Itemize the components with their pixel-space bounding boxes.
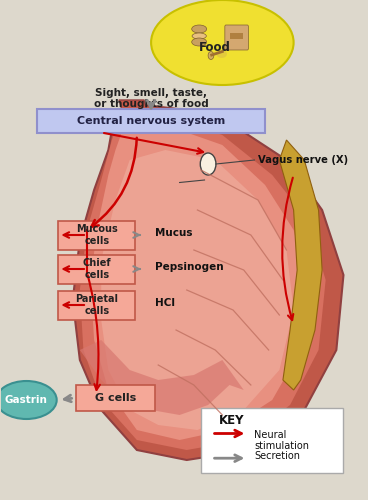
Text: Secretion: Secretion: [254, 450, 300, 460]
Text: Sight, smell, taste,
or thoughts of food: Sight, smell, taste, or thoughts of food: [94, 88, 209, 109]
FancyBboxPatch shape: [59, 254, 135, 284]
Polygon shape: [101, 150, 294, 430]
Text: Mucus: Mucus: [155, 228, 192, 237]
Text: G cells: G cells: [95, 393, 136, 403]
Circle shape: [208, 52, 214, 60]
Text: Central nervous system: Central nervous system: [77, 116, 225, 126]
Polygon shape: [80, 115, 326, 450]
FancyBboxPatch shape: [59, 290, 135, 320]
Polygon shape: [91, 125, 308, 440]
Polygon shape: [230, 32, 243, 39]
Text: HCl: HCl: [155, 298, 175, 308]
Text: Food: Food: [199, 41, 231, 54]
Text: Neural
stimulation: Neural stimulation: [254, 430, 309, 451]
Circle shape: [200, 153, 216, 175]
FancyBboxPatch shape: [76, 385, 155, 411]
Text: KEY: KEY: [219, 414, 244, 426]
Polygon shape: [80, 340, 244, 415]
Ellipse shape: [192, 25, 207, 33]
FancyBboxPatch shape: [59, 220, 135, 250]
Polygon shape: [279, 140, 322, 390]
Ellipse shape: [216, 50, 227, 58]
Text: Parietal
cells: Parietal cells: [75, 294, 118, 316]
Text: Vagus nerve (X): Vagus nerve (X): [258, 155, 348, 165]
Text: Chief
cells: Chief cells: [82, 258, 111, 280]
Text: Gastrin: Gastrin: [5, 395, 48, 405]
FancyBboxPatch shape: [37, 108, 265, 132]
Polygon shape: [73, 105, 343, 460]
Text: Pepsinogen: Pepsinogen: [155, 262, 223, 272]
Ellipse shape: [192, 33, 206, 39]
Ellipse shape: [192, 38, 207, 46]
Ellipse shape: [151, 0, 294, 85]
Text: Mucous
cells: Mucous cells: [76, 224, 118, 246]
FancyBboxPatch shape: [201, 408, 343, 472]
Polygon shape: [119, 100, 151, 125]
FancyBboxPatch shape: [225, 25, 248, 50]
Ellipse shape: [0, 381, 57, 419]
